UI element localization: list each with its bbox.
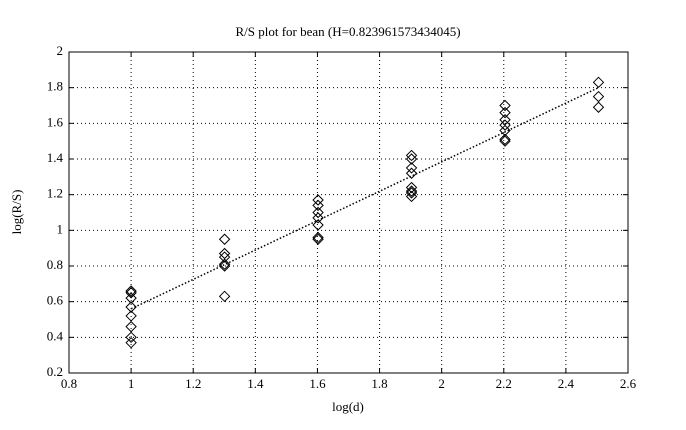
data-point [218,290,231,303]
y-tick-label: 1.8 [47,79,63,94]
data-point [499,99,511,112]
fit-line [130,86,599,310]
data-point [125,336,137,349]
y-tick-label: 0.4 [47,328,64,343]
data-point [499,119,511,131]
data-point [125,292,137,304]
y-tick-label: 1 [57,221,64,236]
data-point [218,260,231,272]
data-point [218,233,231,245]
data-point [218,258,231,270]
y-tick-label: 1.2 [47,186,63,201]
x-tick-label: 2.4 [558,376,575,391]
data-point [499,133,511,146]
x-tick-label: 0.8 [61,376,77,391]
data-point [405,185,418,197]
data-point [592,76,605,89]
x-tick-label: 2.6 [620,376,637,391]
y-axis-label: log(R/S) [9,190,24,235]
x-tick-label: 2.2 [496,376,512,391]
x-tick-label: 1.2 [185,376,201,391]
x-tick-label: 1.6 [309,376,326,391]
x-tick-label: 2 [438,376,445,391]
plot-frame [68,51,629,374]
data-point [312,231,324,244]
data-point [405,153,418,165]
x-tick-label: 1.4 [247,376,264,391]
data-point [405,190,418,203]
chart-title: R/S plot for bean (H=0.823961573434045) [235,24,460,39]
data-point [499,106,511,119]
y-tick-label: 2 [57,43,64,58]
data-point [125,301,137,313]
y-tick-label: 0.8 [47,257,63,272]
data-point [312,199,324,212]
y-tick-label: 0.6 [47,293,64,308]
data-point [405,162,418,174]
data-point [405,167,418,179]
data-point [405,187,418,199]
y-tick-label: 1.6 [47,114,64,129]
data-point [125,287,137,299]
data-point [218,251,231,263]
data-point [312,194,324,206]
data-point [125,331,137,344]
data-point [592,101,605,113]
x-tick-label: 1.8 [371,376,387,391]
data-point [312,219,324,231]
data-point [312,206,324,219]
data-point [312,233,324,245]
data-point [405,181,418,194]
data-point [312,212,324,224]
y-tick-label: 1.4 [47,150,64,165]
data-point [125,285,137,297]
data-point [405,149,418,162]
y-tick-label: 0.2 [47,364,63,379]
x-axis-label: log(d) [332,399,364,414]
data-point [499,135,511,147]
x-tick-label: 1 [128,376,135,391]
